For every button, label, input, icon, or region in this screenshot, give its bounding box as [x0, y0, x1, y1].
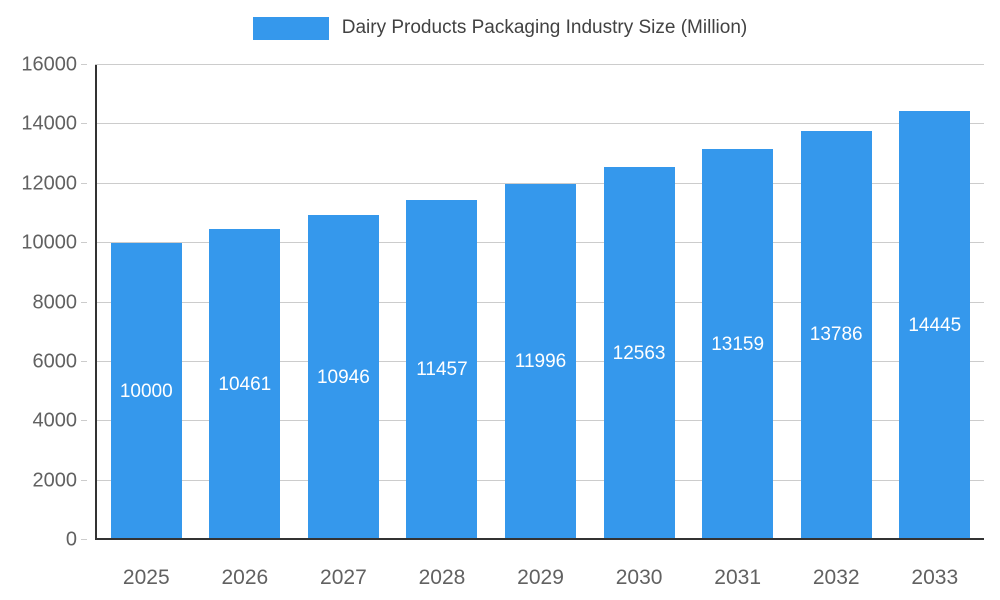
- y-tick-mark: [81, 242, 87, 244]
- x-tick-label: 2032: [812, 566, 860, 589]
- x-tick-label: 2028: [418, 566, 466, 589]
- y-tick-label: 10000: [21, 231, 77, 254]
- bar-slot: 11996: [491, 65, 590, 540]
- y-tick-mark: [81, 301, 87, 303]
- bar-slot: 13786: [787, 65, 886, 540]
- x-axis-line: [95, 538, 984, 540]
- legend-swatch: [252, 16, 329, 40]
- y-tick-mark: [81, 182, 87, 184]
- gridline: [95, 123, 984, 125]
- bar-2030: 12563: [603, 167, 675, 540]
- bar-2026: 10461: [209, 229, 281, 540]
- y-tick-label: 0: [65, 528, 77, 551]
- bar-slot: 14445: [886, 65, 985, 540]
- plot-area: 10000 10461 10946 11457 11996 12563 13159 13786…: [95, 64, 984, 540]
- bar-slot: 10946: [294, 65, 393, 540]
- x-tick-label: 2030: [615, 566, 663, 589]
- y-axis-line: [95, 65, 97, 540]
- bar-2028: 11457: [406, 199, 478, 540]
- y-tick-label: 16000: [21, 53, 77, 76]
- y-tick-label: 12000: [21, 172, 77, 195]
- y-tick-label: 8000: [32, 291, 78, 313]
- y-tick-mark: [81, 360, 87, 362]
- x-tick-label: 2033: [911, 566, 959, 589]
- y-tick-label: 14000: [21, 112, 77, 135]
- bar-value-label: 13159: [711, 333, 765, 355]
- bar-slot: 11457: [393, 65, 492, 540]
- x-tick-label: 2031: [714, 566, 762, 589]
- y-tick-label: 2000: [32, 469, 78, 492]
- bar-value-label: 10000: [119, 380, 173, 402]
- gridline: [95, 182, 984, 184]
- gridline: [95, 64, 984, 65]
- bar-slot: 13159: [688, 65, 787, 540]
- y-tick-mark: [81, 479, 87, 481]
- y-tick-mark: [81, 539, 87, 540]
- x-axis-labels: 2025 2026 2027 2028 2029 2030 2031 2032 2033: [97, 560, 984, 592]
- x-tick-label: 2025: [122, 566, 170, 589]
- bar-value-label: 11457: [416, 358, 468, 380]
- bar-2029: 11996: [505, 183, 576, 540]
- x-tick-label: 2026: [221, 566, 269, 589]
- bar-slot: 10000: [97, 65, 196, 540]
- legend-label: Dairy Products Packaging Industry Size (…: [341, 17, 748, 38]
- bar-2033: 14445: [899, 111, 971, 540]
- y-tick-mark: [81, 64, 87, 65]
- y-axis-labels: 0 2000 4000 6000 8000 10000 12000 14000 16000: [0, 54, 87, 551]
- bar-2031: 13159: [702, 149, 774, 540]
- y-tick-label: 4000: [32, 409, 78, 432]
- bar-slot: 12563: [590, 65, 689, 540]
- y-tick-label: 6000: [32, 350, 78, 373]
- bar-slot: 10461: [196, 65, 295, 540]
- bar-value-label: 14445: [908, 314, 962, 336]
- bar-value-label: 11996: [514, 350, 567, 372]
- x-tick-label: 2029: [517, 566, 564, 589]
- bars-row: 10000 10461 10946 11457 11996 12563 13159 13786…: [97, 65, 984, 540]
- bar-value-label: 13786: [809, 324, 863, 346]
- y-tick-mark: [81, 420, 87, 422]
- chart-legend: Dairy Products Packaging Industry Size (…: [0, 14, 1000, 42]
- bar-value-label: 12563: [612, 342, 666, 364]
- x-tick-label: 2027: [320, 566, 367, 589]
- bar-value-label: 10461: [218, 373, 272, 395]
- bar-2025: 10000: [110, 243, 182, 540]
- y-tick-mark: [81, 123, 87, 125]
- bar-2032: 13786: [800, 130, 872, 540]
- bar-value-label: 10946: [316, 366, 370, 388]
- bar-2027: 10946: [307, 215, 379, 540]
